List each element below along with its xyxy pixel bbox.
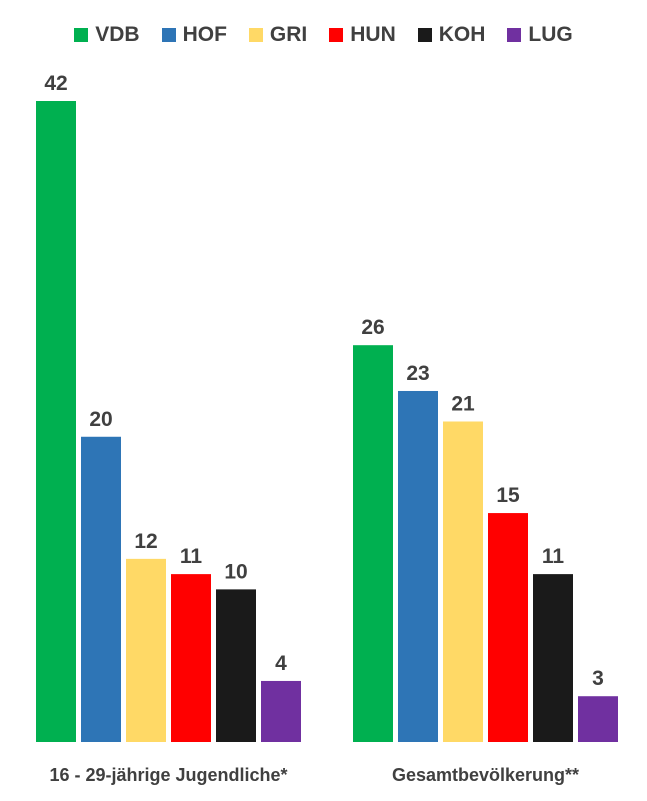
bar-hun-2 bbox=[488, 513, 528, 742]
data-label-hof-1: 20 bbox=[89, 408, 112, 431]
bar-lug-2 bbox=[578, 696, 618, 742]
data-label-lug-1: 4 bbox=[275, 652, 287, 675]
data-label-gri-2: 21 bbox=[451, 393, 475, 416]
data-label-vdb-1: 42 bbox=[44, 72, 67, 95]
data-label-lug-2: 3 bbox=[592, 667, 604, 690]
legend-item-vdb: VDB bbox=[74, 23, 140, 47]
legend-item-lug: LUG bbox=[507, 23, 573, 47]
legend-label: GRI bbox=[269, 23, 308, 46]
data-label-vdb-2: 26 bbox=[361, 316, 384, 339]
bar-gri-2 bbox=[443, 421, 483, 742]
legend-swatch bbox=[417, 28, 432, 42]
data-label-gri-1: 12 bbox=[134, 530, 157, 553]
legend-item-gri: GRI bbox=[248, 23, 308, 47]
legend-item-koh: KOH bbox=[417, 23, 486, 47]
legend-swatch bbox=[329, 28, 344, 42]
data-label-hof-2: 23 bbox=[406, 362, 429, 385]
bar-lug-1 bbox=[261, 680, 301, 742]
bar-hun-1 bbox=[171, 574, 211, 742]
bar-hof-2 bbox=[398, 390, 438, 742]
category-label: Gesamtbevölkerung** bbox=[392, 765, 579, 785]
legend-swatch bbox=[161, 28, 176, 42]
chart-legend: VDB HOF GRI HUN KOH LUG bbox=[0, 18, 647, 52]
legend-label: VDB bbox=[95, 23, 140, 46]
bar-vdb-2 bbox=[353, 345, 393, 742]
legend-swatch bbox=[248, 28, 263, 42]
data-label-koh-1: 10 bbox=[224, 560, 247, 583]
legend-label: HOF bbox=[182, 23, 227, 46]
legend-swatch bbox=[74, 28, 89, 42]
legend-swatch bbox=[507, 28, 522, 42]
data-label-koh-2: 11 bbox=[542, 545, 565, 568]
bar-vdb-1 bbox=[36, 101, 76, 742]
legend-label: HUN bbox=[350, 23, 396, 46]
category-label: 16 - 29-jährige Jugendliche* bbox=[49, 765, 287, 785]
bar-hof-1 bbox=[81, 436, 121, 742]
legend-item-hof: HOF bbox=[161, 23, 227, 47]
data-label-hun-2: 15 bbox=[496, 484, 520, 507]
data-label-hun-1: 11 bbox=[180, 545, 203, 568]
legend-item-hun: HUN bbox=[329, 23, 396, 47]
legend-label: LUG bbox=[528, 23, 573, 46]
legend-label: KOH bbox=[438, 23, 486, 46]
bar-koh-2 bbox=[533, 574, 573, 742]
bar-koh-1 bbox=[216, 589, 256, 742]
bar-gri-1 bbox=[126, 558, 166, 742]
